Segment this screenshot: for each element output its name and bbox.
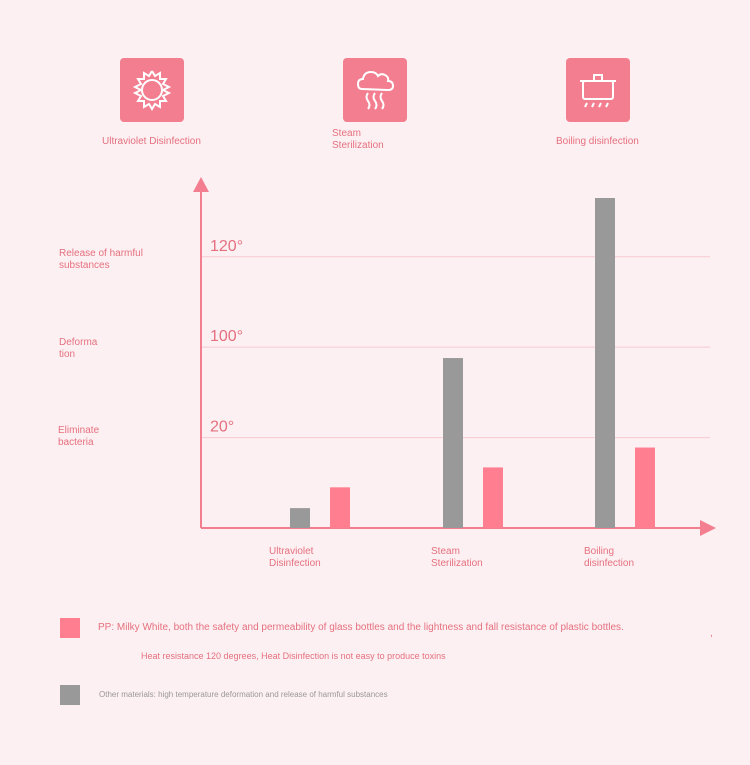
boiling-disinfection-icon-box (566, 58, 630, 122)
bar-other (595, 198, 615, 528)
x-tick-label: disinfection (584, 558, 634, 569)
legend-pp-text: PP: Milky White, both the safety and per… (98, 622, 624, 633)
boiling-pot-icon (580, 74, 616, 108)
steam-sterilization-icon-box (343, 58, 407, 122)
x-tick-label: Disinfection (269, 558, 321, 569)
y-tick-label: 20° (210, 419, 234, 436)
side-label-deformation: Deforma tion (59, 337, 98, 360)
steam-sterilization-icon-label: Steam Sterilization (332, 128, 384, 151)
legend-swatch-other (60, 685, 80, 705)
bar-pp (330, 487, 350, 528)
side-label-eliminate-bacteria: Eliminate bacteria (58, 425, 100, 448)
bar-other (443, 358, 463, 528)
x-tick-label: Sterilization (431, 558, 483, 569)
side-label-release: Release of harmful substances (59, 248, 143, 271)
boiling-disinfection-icon-label: Boiling disinfection (556, 136, 639, 147)
steam-cloud-icon (356, 70, 395, 110)
sun-icon (132, 70, 172, 111)
uv-disinfection-icon-box (120, 58, 184, 122)
x-axis-arrow (700, 520, 716, 536)
bar-pp (483, 467, 503, 528)
x-tick-label: Steam (431, 546, 460, 557)
bar-pp (635, 447, 655, 528)
legend-tick-mark: , (710, 628, 713, 639)
y-tick-label: 120° (210, 238, 243, 255)
x-tick-label: Boiling (584, 546, 614, 557)
y-tick-label: 100° (210, 328, 243, 345)
bar-other (290, 508, 310, 528)
legend-other-text: Other materials: high temperature deform… (99, 690, 388, 699)
uv-disinfection-icon-label: Ultraviolet Disinfection (102, 136, 201, 147)
legend-pp-subtext: Heat resistance 120 degrees, Heat Disinf… (141, 651, 446, 661)
y-axis-arrow (193, 177, 209, 192)
legend-swatch-pp (60, 618, 80, 638)
x-tick-label: Ultraviolet (269, 546, 314, 557)
